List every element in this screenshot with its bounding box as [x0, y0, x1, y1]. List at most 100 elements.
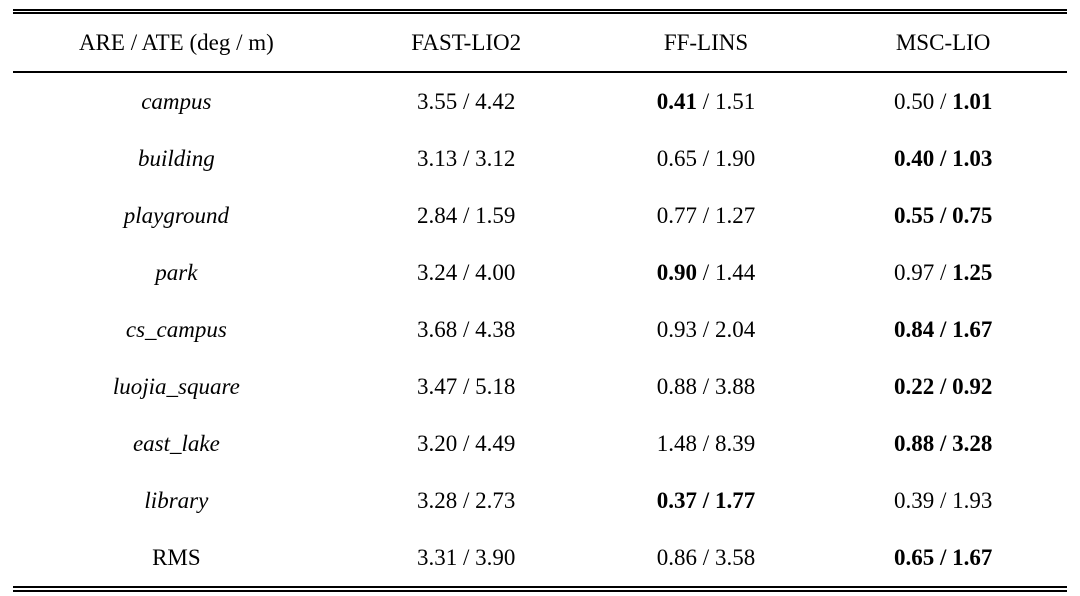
ate-value: 1.51 [714, 88, 756, 114]
metric-header: ARE / ATE (deg / m) [13, 11, 340, 73]
slash-separator: / [697, 88, 715, 114]
slash-separator: / [457, 430, 476, 456]
fast-lio2-cell: 3.20 / 4.49 [340, 415, 593, 472]
table-row: park 3.24 / 4.00 0.90 / 1.44 0.97 / 1.25 [13, 244, 1067, 301]
ate-value: 8.39 [714, 430, 756, 456]
table-row: cs_campus 3.68 / 4.38 0.93 / 2.04 0.84 /… [13, 301, 1067, 358]
slash-separator: / [934, 145, 953, 171]
sequence-name: playground [123, 202, 229, 228]
ate-value: 5.18 [475, 373, 516, 399]
ff-lins-cell: 1.48 / 8.39 [593, 415, 820, 472]
are-value: 0.93 [656, 316, 698, 342]
are-value: 0.37 [656, 487, 698, 513]
ate-value: 3.58 [714, 544, 756, 570]
sequence-name: cs_campus [125, 316, 227, 342]
ate-value: 1.90 [714, 145, 756, 171]
ff-lins-cell: 0.93 / 2.04 [593, 301, 820, 358]
ate-value: 1.03 [952, 145, 993, 171]
slash-separator: / [457, 88, 476, 114]
ate-value: 1.01 [952, 88, 993, 114]
fast-lio2-cell: 3.28 / 2.73 [340, 472, 593, 529]
are-value: 1.48 [656, 430, 698, 456]
sequence-label: playground [13, 187, 340, 244]
are-value: 0.88 [656, 373, 698, 399]
slash-separator: / [697, 145, 715, 171]
are-value: 3.13 [417, 145, 458, 171]
sequence-label: luojia_square [13, 358, 340, 415]
msc-lio-cell: 0.88 / 3.28 [819, 415, 1067, 472]
are-value: 3.55 [417, 88, 458, 114]
ate-value: 1.77 [714, 487, 756, 513]
fast-lio2-cell: 3.13 / 3.12 [340, 130, 593, 187]
table-row: library 3.28 / 2.73 0.37 / 1.77 0.39 / 1… [13, 472, 1067, 529]
fast-lio2-cell: 3.68 / 4.38 [340, 301, 593, 358]
are-value: 0.86 [656, 544, 698, 570]
ff-lins-cell: 0.77 / 1.27 [593, 187, 820, 244]
table-row: building 3.13 / 3.12 0.65 / 1.90 0.40 / … [13, 130, 1067, 187]
slash-separator: / [457, 316, 476, 342]
slash-separator: / [934, 373, 953, 399]
ate-value: 0.75 [952, 202, 993, 228]
ate-value: 4.49 [475, 430, 516, 456]
sequence-label: RMS [13, 529, 340, 589]
are-value: 0.77 [656, 202, 698, 228]
slash-separator: / [934, 544, 953, 570]
table-body: campus 3.55 / 4.42 0.41 / 1.51 0.50 / 1.… [13, 72, 1067, 589]
msc-lio-cell: 0.50 / 1.01 [819, 72, 1067, 130]
slash-separator: / [934, 487, 953, 513]
msc-lio-cell: 0.22 / 0.92 [819, 358, 1067, 415]
sequence-name: campus [141, 88, 212, 114]
column-header-fast-lio2: FAST-LIO2 [339, 11, 593, 73]
column-header-msc-lio: MSC-LIO [819, 11, 1067, 73]
are-value: 0.84 [893, 316, 935, 342]
ate-value: 1.25 [952, 259, 993, 285]
ate-value: 3.12 [475, 145, 516, 171]
sequence-name: building [138, 145, 215, 171]
are-value: 3.47 [417, 373, 458, 399]
sequence-name: library [144, 487, 209, 513]
slash-separator: / [457, 145, 476, 171]
ff-lins-cell: 0.86 / 3.58 [593, 529, 820, 589]
ate-value: 4.42 [475, 88, 516, 114]
slash-separator: / [697, 202, 715, 228]
slash-separator: / [697, 544, 715, 570]
are-value: 0.41 [656, 88, 698, 114]
are-value: 3.31 [417, 544, 458, 570]
ate-value: 4.00 [475, 259, 516, 285]
are-value: 0.40 [893, 145, 935, 171]
slash-separator: / [457, 373, 476, 399]
slash-separator: / [697, 487, 715, 513]
are-value: 3.20 [417, 430, 458, 456]
slash-separator: / [934, 88, 953, 114]
msc-lio-cell: 0.55 / 0.75 [819, 187, 1067, 244]
slash-separator: / [934, 259, 953, 285]
table-header: ARE / ATE (deg / m) FAST-LIO2 FF-LINS MS… [13, 11, 1067, 73]
msc-lio-cell: 0.39 / 1.93 [819, 472, 1067, 529]
ate-value: 1.27 [714, 202, 756, 228]
sequence-label: building [13, 130, 340, 187]
fast-lio2-cell: 3.31 / 3.90 [340, 529, 593, 589]
sequence-label: east_lake [13, 415, 340, 472]
slash-separator: / [697, 373, 715, 399]
column-header-ff-lins: FF-LINS [592, 11, 820, 73]
are-value: 0.88 [893, 430, 935, 456]
slash-separator: / [934, 316, 953, 342]
ate-value: 1.67 [952, 544, 993, 570]
sequence-name: park [155, 259, 198, 285]
are-value: 0.65 [656, 145, 698, 171]
slash-separator: / [457, 544, 476, 570]
table-row: playground 2.84 / 1.59 0.77 / 1.27 0.55 … [13, 187, 1067, 244]
ff-lins-cell: 0.37 / 1.77 [593, 472, 820, 529]
fast-lio2-cell: 3.55 / 4.42 [340, 72, 593, 130]
fast-lio2-cell: 3.24 / 4.00 [340, 244, 593, 301]
table-row: luojia_square 3.47 / 5.18 0.88 / 3.88 0.… [13, 358, 1067, 415]
slash-separator: / [697, 430, 715, 456]
are-value: 0.50 [893, 88, 935, 114]
sequence-label: library [13, 472, 340, 529]
table-row: campus 3.55 / 4.42 0.41 / 1.51 0.50 / 1.… [13, 72, 1067, 130]
are-value: 0.55 [893, 202, 935, 228]
are-value: 3.24 [417, 259, 458, 285]
ate-value: 2.73 [475, 487, 516, 513]
are-value: 0.22 [893, 373, 935, 399]
slash-separator: / [457, 259, 476, 285]
